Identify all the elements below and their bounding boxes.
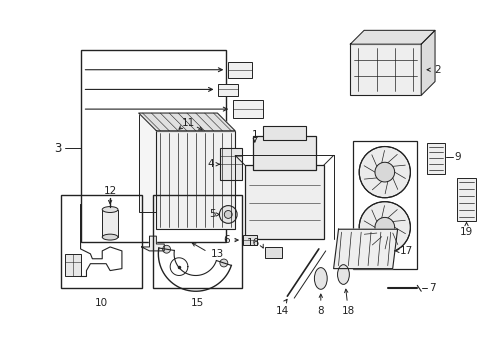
Text: 18: 18 — [341, 306, 354, 316]
Ellipse shape — [314, 267, 326, 289]
Bar — [218, 84, 238, 96]
Bar — [349, 44, 420, 95]
Text: 5: 5 — [208, 210, 215, 220]
Circle shape — [220, 259, 227, 267]
Text: 13: 13 — [210, 249, 224, 259]
Ellipse shape — [102, 234, 118, 240]
Polygon shape — [349, 30, 434, 44]
Bar — [228, 62, 251, 78]
Ellipse shape — [337, 265, 348, 284]
Text: 15: 15 — [191, 298, 204, 308]
Bar — [102, 210, 118, 237]
Bar — [153, 195, 242, 288]
Bar — [426, 143, 444, 174]
Bar — [244, 165, 323, 239]
Text: 12: 12 — [103, 186, 117, 196]
Circle shape — [359, 147, 409, 198]
Bar — [456, 178, 475, 221]
Text: 8: 8 — [317, 306, 324, 316]
Text: 17: 17 — [399, 246, 412, 256]
Polygon shape — [142, 236, 164, 251]
Circle shape — [374, 217, 394, 237]
Circle shape — [163, 245, 170, 253]
Ellipse shape — [102, 207, 118, 212]
Bar — [81, 50, 226, 242]
Text: 3: 3 — [54, 142, 61, 155]
Text: 14: 14 — [275, 306, 288, 316]
Bar — [252, 136, 315, 170]
Text: 2: 2 — [433, 65, 440, 75]
Bar — [262, 126, 305, 140]
Text: 4: 4 — [207, 159, 214, 169]
Bar — [220, 148, 242, 180]
Text: 19: 19 — [459, 227, 472, 237]
Circle shape — [359, 202, 409, 253]
Bar — [139, 113, 217, 212]
Circle shape — [219, 206, 237, 223]
Circle shape — [374, 162, 394, 182]
Bar — [352, 141, 416, 269]
Text: 11: 11 — [182, 118, 195, 128]
Text: 7: 7 — [428, 283, 435, 293]
Text: 6: 6 — [223, 235, 230, 245]
Circle shape — [224, 211, 232, 219]
Bar — [243, 235, 256, 245]
Polygon shape — [139, 113, 235, 131]
Polygon shape — [333, 229, 397, 269]
Text: 1: 1 — [251, 130, 258, 140]
Bar — [61, 195, 142, 288]
Polygon shape — [420, 30, 434, 95]
Text: 9: 9 — [454, 152, 460, 162]
Bar — [156, 131, 235, 229]
Bar — [233, 100, 262, 118]
Bar — [264, 247, 282, 258]
Bar — [65, 254, 81, 275]
Text: 10: 10 — [95, 298, 107, 308]
Text: 16: 16 — [246, 238, 259, 248]
